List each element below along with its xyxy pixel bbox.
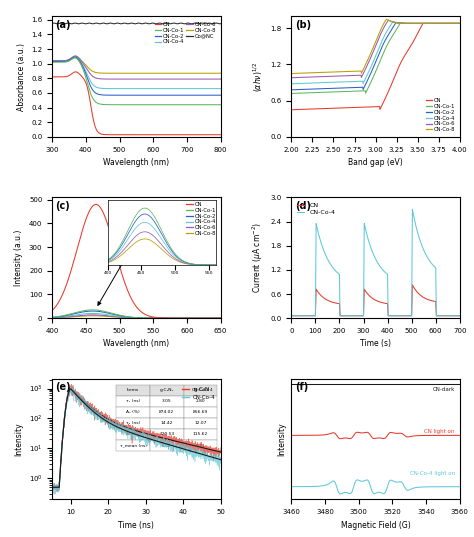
CN-Co-4 [289,313,294,319]
Text: (b): (b) [295,20,311,30]
Text: (f): (f) [295,382,308,392]
Y-axis label: Intensity (a.u.): Intensity (a.u.) [14,230,23,286]
CN [315,289,321,295]
X-axis label: Band gap (eV): Band gap (eV) [348,158,403,167]
Legend: CN, CN-Co-1, CN-Co-2, CN-Co-4, CN-Co-6, CN-Co-8: CN, CN-Co-1, CN-Co-2, CN-Co-4, CN-Co-6, … [184,200,218,238]
CN-Co-4 [410,206,415,213]
Line: CN-Co-4: CN-Co-4 [292,209,460,316]
CN-Co-4 [327,259,332,266]
Y-axis label: Intensity: Intensity [14,422,23,456]
X-axis label: Time (ns): Time (ns) [118,521,155,529]
CN-Co-4 [352,313,358,319]
X-axis label: Time (s): Time (s) [360,339,391,349]
Y-axis label: Intensity: Intensity [277,422,286,456]
CN [352,313,358,319]
CN-Co-4 [327,260,333,266]
Legend: CN, CN-Co-1, CN-Co-2, CN-Co-4, CN-Co-6, CN-Co-8, Co@NC: CN, CN-Co-1, CN-Co-2, CN-Co-4, CN-Co-6, … [153,20,218,47]
Y-axis label: Absorbance (a.u.): Absorbance (a.u.) [17,42,26,111]
Text: (e): (e) [55,382,71,392]
Text: (a): (a) [55,20,71,30]
Text: (c): (c) [55,201,70,211]
CN [410,281,415,288]
Y-axis label: $(\alpha h\nu)^{1/2}$: $(\alpha h\nu)^{1/2}$ [251,62,265,91]
Legend: CN, CN-Co-1, CN-Co-2, CN-Co-4, CN-Co-6, CN-Co-8: CN, CN-Co-1, CN-Co-2, CN-Co-4, CN-Co-6, … [423,96,457,134]
Text: CN light on: CN light on [424,429,455,434]
CN [328,299,333,305]
CN [457,313,463,319]
Text: CN-Co-4 light on: CN-Co-4 light on [410,471,455,476]
X-axis label: Magnetic Field (G): Magnetic Field (G) [341,521,410,529]
X-axis label: Wavelength (nm): Wavelength (nm) [103,339,169,349]
CN [289,313,294,319]
Text: CN-dark: CN-dark [432,387,455,391]
CN [441,313,447,319]
Y-axis label: Current ($\mu$A cm$^{-2}$): Current ($\mu$A cm$^{-2}$) [250,222,265,293]
Line: CN: CN [292,285,460,316]
Text: (d): (d) [295,201,310,211]
CN [327,298,332,304]
CN-Co-4 [457,313,463,319]
CN [327,298,333,304]
CN-Co-4 [441,313,447,319]
Legend: g-C$_3$N$_4$, CN-Co-4: g-C$_3$N$_4$, CN-Co-4 [180,382,218,402]
Legend: CN, CN-Co-4: CN, CN-Co-4 [294,200,338,217]
CN-Co-4 [315,228,321,235]
X-axis label: Wavelength (nm): Wavelength (nm) [103,158,169,167]
CN-Co-4 [328,261,333,267]
